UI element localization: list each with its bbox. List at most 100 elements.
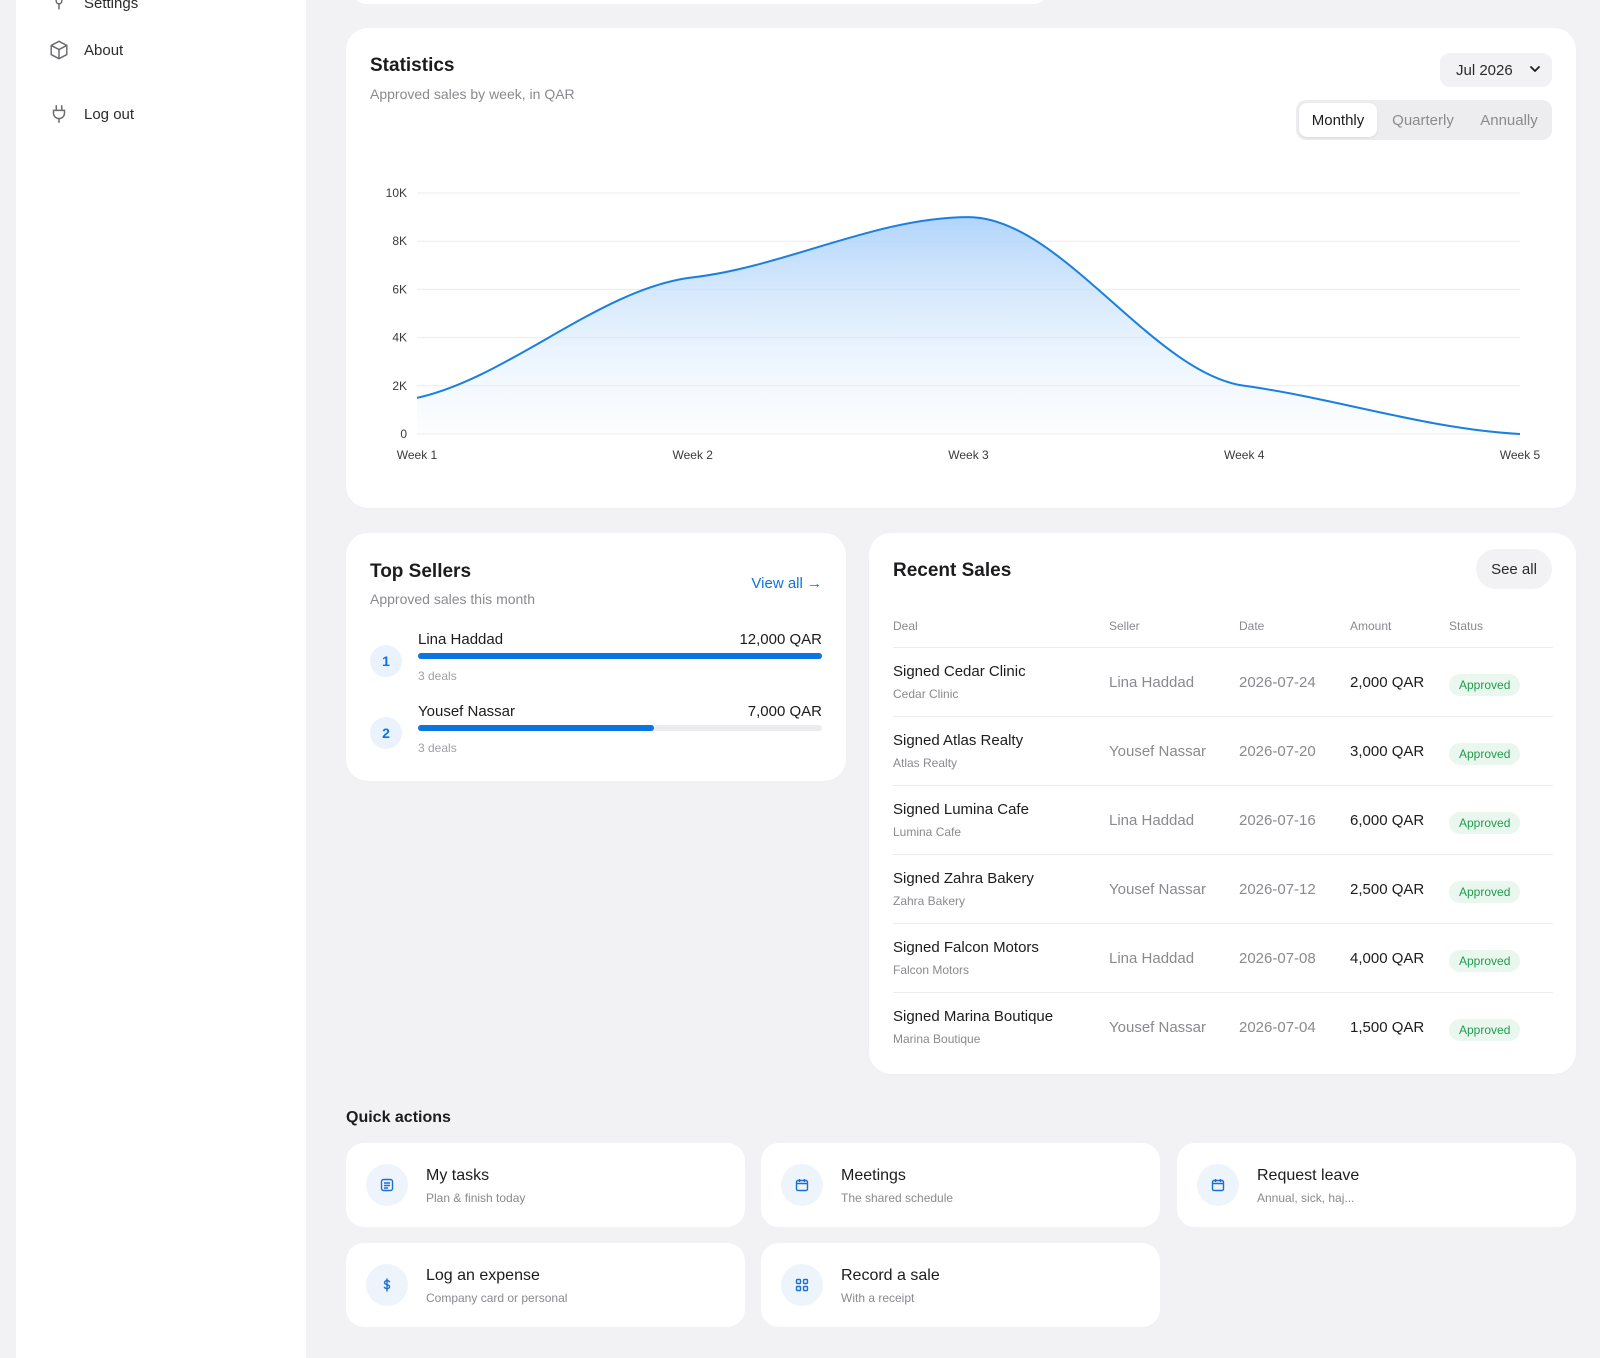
calendar-icon bbox=[1197, 1164, 1239, 1206]
series-line bbox=[416, 216, 1521, 435]
status-badge: Approved bbox=[1449, 812, 1521, 834]
deal-client: Falcon Motors bbox=[893, 963, 970, 977]
status-badge: Approved bbox=[1449, 674, 1521, 696]
view-all-link[interactable]: View all → bbox=[751, 575, 822, 592]
seller-name: Yousef Nassar bbox=[418, 703, 516, 720]
box-icon bbox=[50, 40, 68, 60]
tab-monthly[interactable]: Monthly bbox=[1299, 103, 1377, 137]
table-row[interactable]: Signed Falcon Motors Falcon Motors Lina Ha… bbox=[893, 923, 1553, 992]
deal-name: Signed Cedar Clinic bbox=[893, 663, 1026, 680]
y-tick-label: 2K bbox=[392, 379, 407, 393]
quick-action-my-tasks[interactable]: My tasks Plan & finish today bbox=[346, 1143, 745, 1227]
sidebar: Settings About Log out bbox=[16, 0, 306, 1358]
month-select[interactable]: Jul 2026 bbox=[1440, 53, 1552, 87]
sidebar-item-label: Log out bbox=[84, 105, 135, 123]
status-badge: Approved bbox=[1449, 743, 1521, 765]
quick-action-name: Request leave bbox=[1257, 1167, 1360, 1184]
amount-cell: 2,000 QAR bbox=[1350, 674, 1425, 691]
column-header-amount[interactable]: Amount bbox=[1350, 619, 1392, 633]
date-cell: 2026-07-24 bbox=[1239, 674, 1316, 691]
table-row[interactable]: Signed Atlas Realty Atlas Realty Yousef Na… bbox=[893, 716, 1553, 785]
recent-sales-title: Recent Sales bbox=[893, 560, 1012, 581]
statistics-title: Statistics bbox=[370, 55, 455, 76]
deal-client: Marina Boutique bbox=[893, 1032, 981, 1046]
month-select-value: Jul 2026 bbox=[1456, 61, 1513, 79]
sales-area-chart: 0 2K 4K 6K 8K 10K Week 1 Week 2 Week 3 Week 4 Wee… bbox=[386, 186, 1541, 462]
date-cell: 2026-07-20 bbox=[1239, 743, 1316, 760]
quick-action-request-leave[interactable]: Request leave Annual, sick, haj... bbox=[1177, 1143, 1576, 1227]
tab-annually[interactable]: Annually bbox=[1480, 111, 1538, 129]
plug-icon bbox=[52, 105, 66, 123]
seller-cell: Yousef Nassar bbox=[1109, 1019, 1207, 1036]
top-sellers-subtitle: Approved sales this month bbox=[370, 591, 535, 607]
quick-action-meetings[interactable]: Meetings The shared schedule bbox=[761, 1143, 1160, 1227]
x-tick-label: Week 5 bbox=[1500, 448, 1541, 462]
column-header-seller[interactable]: Seller bbox=[1109, 619, 1140, 633]
seller-deals: 3 deals bbox=[418, 669, 457, 683]
seller-cell: Lina Haddad bbox=[1109, 674, 1195, 691]
deal-client: Lumina Cafe bbox=[893, 825, 962, 839]
quick-actions-title: Quick actions bbox=[346, 1109, 451, 1126]
seller-amount: 7,000 QAR bbox=[747, 703, 822, 720]
seller-row[interactable]: 2 Yousef Nassar 7,000 QAR 3 deals bbox=[370, 703, 822, 763]
quick-action-desc: The shared schedule bbox=[841, 1191, 954, 1205]
y-tick-label: 0 bbox=[400, 427, 407, 441]
rank-badge: 1 bbox=[370, 645, 402, 677]
see-all-button[interactable]: See all bbox=[1476, 549, 1552, 589]
date-cell: 2026-07-16 bbox=[1239, 812, 1316, 829]
seller-row[interactable]: 1 Lina Haddad 12,000 QAR 3 deals bbox=[370, 631, 822, 691]
y-tick-label: 8K bbox=[392, 234, 407, 248]
quick-action-record-sale[interactable]: Record a sale With a receipt bbox=[761, 1243, 1160, 1327]
y-tick-label: 4K bbox=[392, 331, 407, 345]
progress-track bbox=[418, 725, 822, 731]
x-tick-label: Week 1 bbox=[397, 448, 438, 462]
deal-client: Zahra Bakery bbox=[893, 894, 966, 908]
quick-action-log-expense[interactable]: Log an expense Company card or personal bbox=[346, 1243, 745, 1327]
column-header-date[interactable]: Date bbox=[1239, 619, 1265, 633]
chevron-down-icon bbox=[1530, 66, 1540, 72]
table-row[interactable]: Signed Lumina Cafe Lumina Cafe Lina Haddad… bbox=[893, 785, 1553, 854]
deal-name: Signed Falcon Motors bbox=[893, 939, 1039, 956]
x-tick-label: Week 2 bbox=[673, 448, 714, 462]
statistics-card: Statistics Approved sales by week, in QA… bbox=[346, 28, 1576, 508]
x-tick-label: Week 4 bbox=[1224, 448, 1265, 462]
seller-name: Lina Haddad bbox=[418, 631, 504, 648]
recent-sales-card: Recent Sales See all Deal Seller Date Am… bbox=[869, 533, 1576, 1074]
x-tick-label: Week 3 bbox=[948, 448, 989, 462]
tab-quarterly[interactable]: Quarterly bbox=[1392, 111, 1454, 129]
deal-name: Signed Zahra Bakery bbox=[893, 870, 1034, 887]
column-header-deal[interactable]: Deal bbox=[893, 619, 918, 633]
area-fill bbox=[417, 217, 1520, 434]
date-cell: 2026-07-08 bbox=[1239, 950, 1316, 967]
progress-track bbox=[418, 653, 822, 659]
top-sellers-card: Top Sellers Approved sales this month Vi… bbox=[346, 533, 846, 781]
status-badge: Approved bbox=[1449, 950, 1521, 972]
status-badge: Approved bbox=[1449, 1019, 1521, 1041]
sidebar-item-about[interactable]: About bbox=[48, 39, 123, 61]
seller-cell: Lina Haddad bbox=[1109, 812, 1195, 829]
quick-action-name: My tasks bbox=[426, 1167, 490, 1184]
sidebar-item-settings[interactable]: Settings bbox=[48, 0, 138, 14]
amount-cell: 3,000 QAR bbox=[1350, 743, 1425, 760]
quick-action-desc: With a receipt bbox=[841, 1291, 915, 1305]
quick-action-desc: Annual, sick, haj... bbox=[1257, 1191, 1355, 1205]
table-row[interactable]: Signed Marina Boutique Marina Boutique You… bbox=[893, 992, 1553, 1061]
seller-cell: Yousef Nassar bbox=[1109, 743, 1207, 760]
seller-cell: Yousef Nassar bbox=[1109, 881, 1207, 898]
rank-badge: 2 bbox=[370, 717, 402, 749]
sidebar-item-label: Settings bbox=[84, 0, 139, 12]
sidebar-item-logout[interactable]: Log out bbox=[48, 103, 134, 125]
list-icon bbox=[366, 1164, 408, 1206]
y-tick-label: 10K bbox=[386, 186, 407, 200]
date-cell: 2026-07-04 bbox=[1239, 1019, 1316, 1036]
quick-action-name: Meetings bbox=[841, 1167, 906, 1184]
grid-icon bbox=[781, 1264, 823, 1306]
table-row[interactable]: Signed Cedar Clinic Cedar Clinic Lina Hadd… bbox=[893, 647, 1553, 716]
statistics-subtitle: Approved sales by week, in QAR bbox=[370, 86, 575, 102]
y-tick-label: 6K bbox=[392, 282, 407, 296]
table-row[interactable]: Signed Zahra Bakery Zahra Bakery Yousef Na… bbox=[893, 854, 1553, 923]
column-header-status[interactable]: Status bbox=[1449, 619, 1484, 633]
deal-name: Signed Lumina Cafe bbox=[893, 801, 1029, 818]
seller-amount: 12,000 QAR bbox=[739, 631, 822, 648]
date-cell: 2026-07-12 bbox=[1239, 881, 1316, 898]
